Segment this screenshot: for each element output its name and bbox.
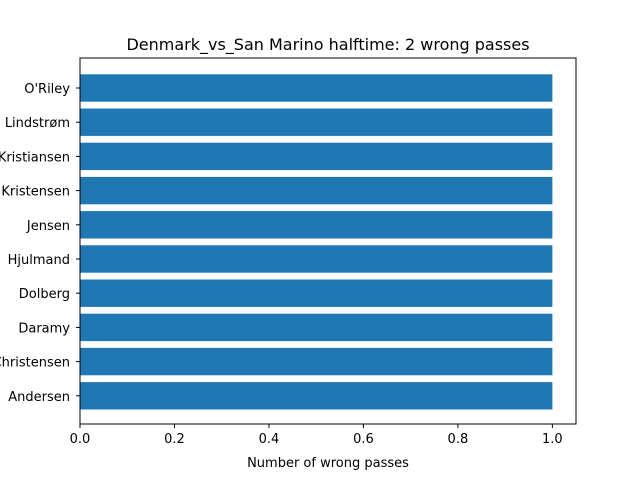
x-tick-label: 0.6 [353, 432, 374, 447]
bar-hjulmand [80, 245, 553, 273]
y-tick-label: O'Riley [24, 82, 70, 97]
x-tick-label: 0.8 [448, 432, 469, 447]
y-tick-label: Dolberg [19, 287, 70, 302]
x-axis-ticks: 0.0 0.2 0.4 0.6 0.8 1.0 [70, 424, 563, 447]
plot-frame [79, 57, 577, 425]
bar-lindstr-m [80, 108, 553, 136]
x-tick-label: 0.0 [70, 432, 91, 447]
y-tick-label: Jensen [26, 219, 70, 234]
x-tick-label: 1.0 [542, 432, 563, 447]
y-tick-label: Lindstrøm [5, 116, 70, 131]
y-tick-label: Daramy [18, 321, 70, 336]
bar-dolberg [80, 279, 553, 307]
y-axis-ticks: O'Riley Lindstrøm Kristiansen Kristensen Jen… [0, 82, 80, 405]
y-tick-label: Kristiansen [0, 150, 70, 165]
bar-kristiansen [80, 142, 553, 171]
bar-christensen [80, 347, 553, 376]
x-axis-label: Number of wrong passes [247, 456, 409, 471]
bar-kristensen [80, 176, 553, 205]
y-tick-label: Hjulmand [8, 253, 70, 268]
bars-group [80, 74, 553, 410]
bar-daramy [80, 313, 553, 342]
x-tick-label: 0.4 [259, 432, 280, 447]
chart-title: Denmark_vs_San Marino halftime: 2 wrong … [126, 35, 529, 55]
bar-andersen [80, 382, 553, 410]
y-tick-label: Andersen [8, 390, 70, 405]
bar-o-riley [80, 74, 553, 102]
y-tick-label: Christensen [0, 356, 70, 371]
x-tick-label: 0.2 [164, 432, 185, 447]
y-tick-label: Kristensen [1, 185, 70, 200]
bar-jensen [80, 211, 553, 239]
